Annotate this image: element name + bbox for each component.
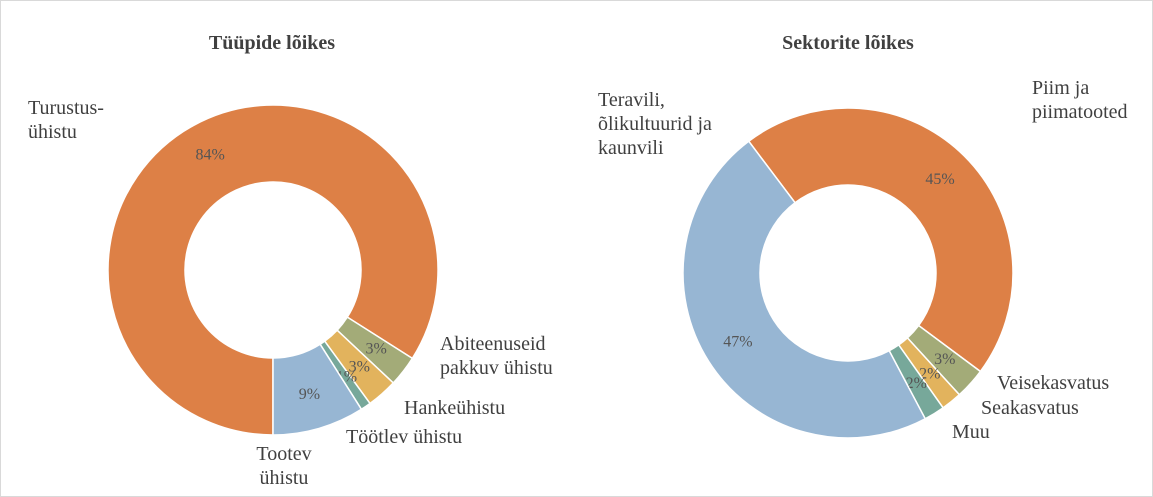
value-label: 3% <box>934 351 955 368</box>
category-label: Tootev ühistu <box>256 443 312 489</box>
donut-slice <box>272 343 363 436</box>
category-label: Töötlev ühistu <box>346 426 463 448</box>
category-label: Abiteenuseid pakkuv ühistu <box>440 333 553 379</box>
chart-title: Tüüpide lõikes <box>209 32 335 54</box>
category-label: Teravili, õlikultuurid ja kaunvili <box>598 89 712 159</box>
value-label: 45% <box>925 171 954 188</box>
donut-slice <box>747 107 1014 373</box>
category-label: Turustus- ühistu <box>28 97 104 143</box>
value-label: 3% <box>365 341 386 358</box>
category-label: Seakasvatus <box>981 397 1079 419</box>
donut-slice <box>107 104 439 436</box>
value-label: 9% <box>299 386 320 403</box>
value-label: 84% <box>195 146 224 163</box>
category-label: Veisekasvatus <box>997 372 1110 394</box>
value-label: 3% <box>349 359 370 376</box>
value-label: 2% <box>906 375 927 392</box>
value-label: 47% <box>723 334 752 351</box>
category-label: Hankeühistu <box>404 397 506 419</box>
value-label: 2% <box>919 365 940 382</box>
chart-title: Sektorite lõikes <box>782 32 914 54</box>
category-label: Piim ja piimatooted <box>1032 77 1128 123</box>
donut-slice <box>682 140 927 439</box>
category-label: Muu <box>952 421 990 443</box>
